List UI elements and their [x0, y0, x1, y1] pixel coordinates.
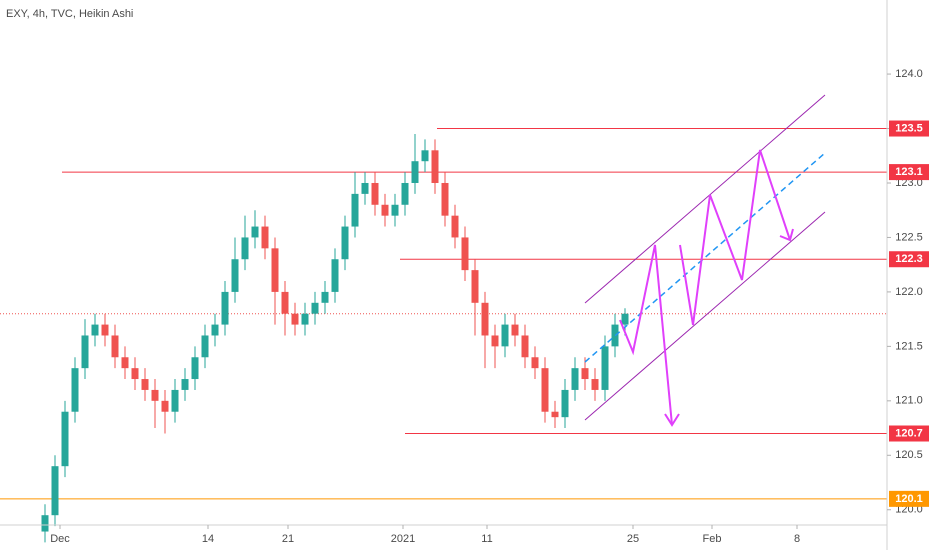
- candle-body: [51, 466, 59, 516]
- candle-body: [321, 291, 329, 303]
- candle-body: [281, 291, 289, 314]
- candle-body: [311, 302, 319, 314]
- x-tick-label: 25: [627, 533, 639, 545]
- level-label-box: [889, 251, 929, 268]
- candle-body: [301, 313, 309, 325]
- candle-body: [341, 226, 349, 260]
- candle-body: [331, 259, 339, 292]
- candle-body: [451, 215, 459, 238]
- candle-body: [41, 515, 49, 532]
- candle-body: [361, 182, 369, 194]
- candle-body: [461, 237, 469, 271]
- candle-body: [421, 150, 429, 162]
- channel-mid: [584, 152, 826, 363]
- zigzag-arrow: [619, 244, 673, 426]
- arrow-head: [779, 228, 794, 242]
- candle-body: [221, 291, 229, 325]
- x-tick-label: 11: [481, 533, 492, 545]
- candle-body: [251, 226, 259, 238]
- candle-body: [71, 368, 79, 412]
- candle-body: [531, 357, 539, 369]
- candle-body: [581, 368, 589, 380]
- x-tick-label: 14: [202, 533, 214, 545]
- level-label-box: [889, 120, 929, 137]
- candle-body: [511, 324, 519, 336]
- y-tick-label: 121.5: [895, 340, 923, 352]
- candle-body: [381, 204, 389, 216]
- candle-body: [601, 346, 609, 390]
- y-tick-label: 122.0: [895, 286, 923, 298]
- candle-body: [161, 400, 169, 412]
- candle-body: [151, 389, 159, 401]
- arrow-head: [664, 413, 680, 427]
- x-tick-label: Dec: [50, 533, 70, 545]
- candle-body: [481, 302, 489, 336]
- candle-body: [231, 259, 239, 292]
- candle-body: [191, 357, 199, 380]
- candle-body: [521, 335, 529, 358]
- candle-body: [141, 379, 149, 390]
- candle-body: [551, 411, 559, 418]
- candle-body: [541, 368, 549, 412]
- candle-body: [621, 313, 629, 325]
- level-label: 120.7: [895, 427, 923, 439]
- level-label: 122.3: [895, 253, 923, 265]
- level-label: 120.1: [895, 493, 923, 505]
- candle-body: [81, 335, 89, 369]
- plot-area: [0, 128, 887, 543]
- x-tick-label: 21: [282, 533, 294, 545]
- candle-body: [431, 150, 439, 183]
- candle-body: [401, 182, 409, 205]
- candle-body: [211, 324, 219, 336]
- channel-upper: [584, 94, 826, 304]
- candle-body: [591, 379, 599, 390]
- candle-body: [131, 368, 139, 380]
- candle-body: [351, 193, 359, 227]
- candle-body: [181, 379, 189, 390]
- candle-body: [201, 335, 209, 358]
- candle-body: [441, 182, 449, 216]
- candle-body: [171, 389, 179, 412]
- y-tick-label: 124.0: [895, 68, 923, 80]
- y-tick-label: 120.5: [895, 449, 923, 461]
- x-tick-label: Feb: [703, 533, 722, 545]
- candle-body: [241, 237, 249, 260]
- level-label-box: [889, 425, 929, 442]
- candle-body: [501, 324, 509, 347]
- candle-body: [101, 324, 109, 336]
- candle-body: [291, 313, 299, 325]
- axes: 120.0120.5121.0121.5122.0122.5123.0123.5…: [50, 68, 929, 545]
- candle-body: [121, 357, 129, 369]
- level-label: 123.1: [895, 166, 923, 178]
- candle-body: [271, 248, 279, 292]
- candle-body: [371, 182, 379, 205]
- candle-body: [471, 270, 479, 303]
- channel-lower: [584, 211, 826, 421]
- candle-body: [571, 368, 579, 390]
- candle-body: [91, 324, 99, 336]
- candle-body: [261, 226, 269, 249]
- x-tick-label: 2021: [391, 533, 415, 545]
- candle-body: [391, 204, 399, 216]
- x-tick-label: 8: [794, 533, 800, 545]
- y-tick-label: 121.0: [895, 395, 923, 407]
- drawings: [584, 94, 826, 427]
- candle-body: [491, 335, 499, 347]
- level-label-box: [889, 164, 929, 181]
- chart-title: EXY, 4h, TVC, Heikin Ashi: [6, 8, 133, 20]
- candle-body: [411, 161, 419, 183]
- y-tick-label: 122.5: [895, 231, 923, 243]
- candle-body: [561, 389, 569, 418]
- level-label-box: [889, 490, 929, 507]
- candle-body: [61, 411, 69, 467]
- zigzag-arrow: [679, 149, 791, 326]
- level-label: 123.5: [895, 122, 923, 134]
- candle-body: [111, 335, 119, 358]
